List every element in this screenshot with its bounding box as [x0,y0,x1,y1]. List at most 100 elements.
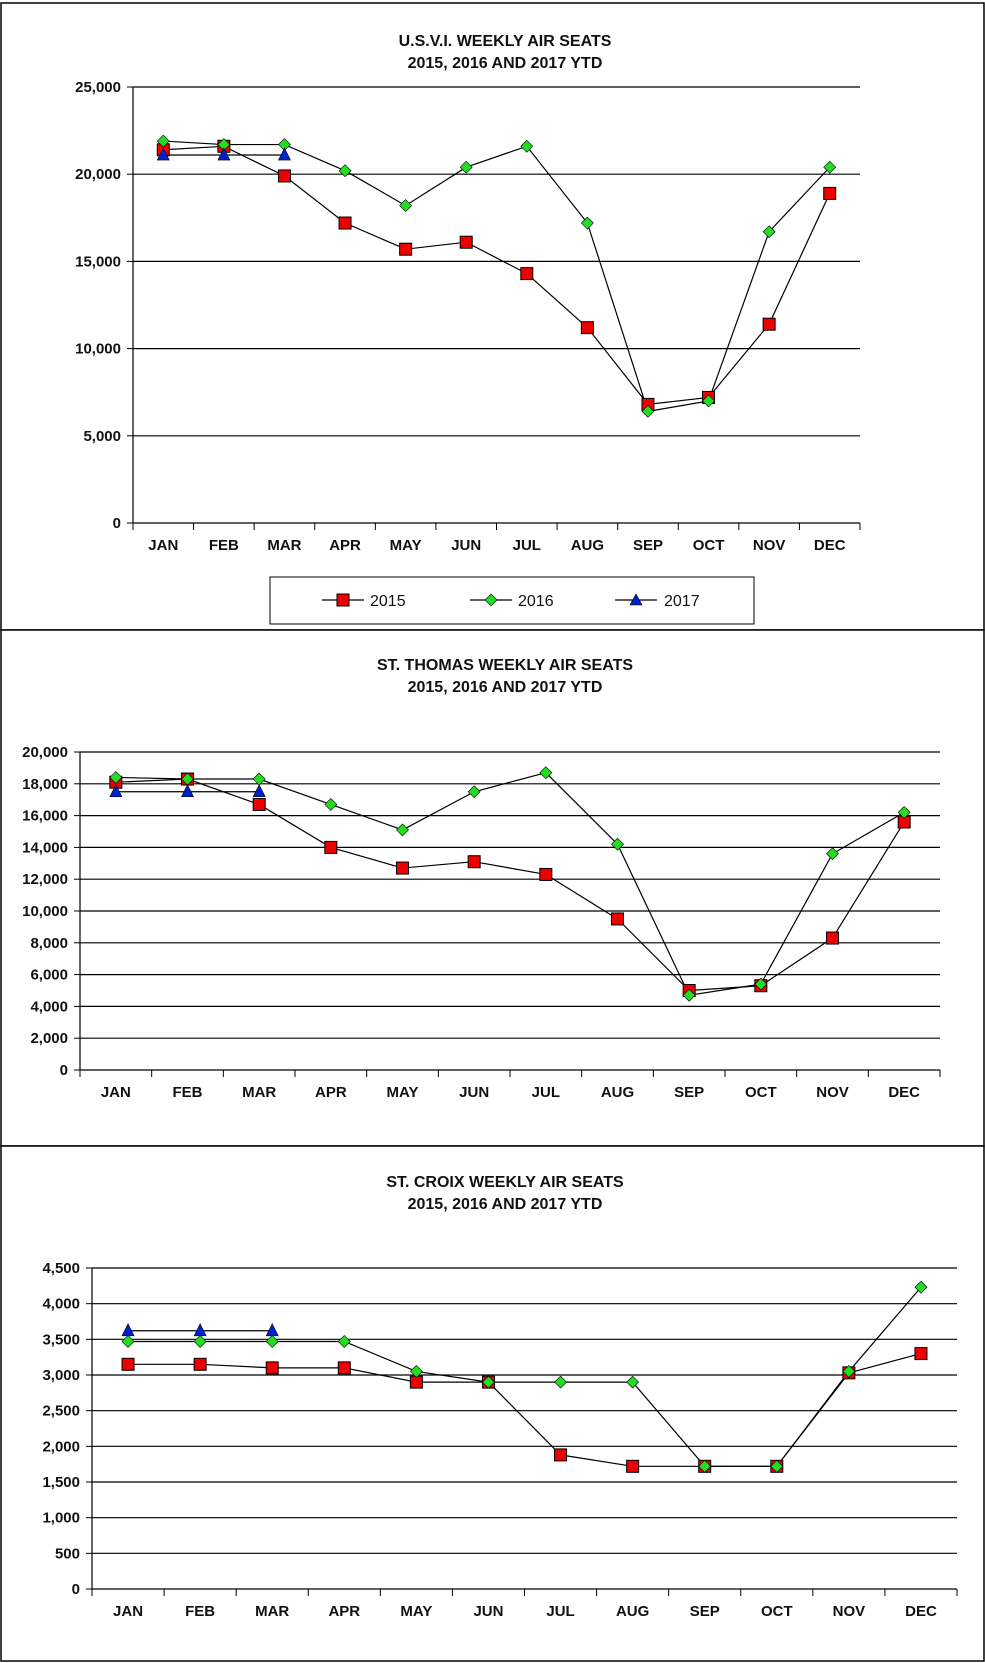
legend: 2015 2016 2017 [269,576,755,625]
point-2016-nov [842,1365,856,1378]
point-2016-oct [702,394,715,408]
point-2015-may [396,861,409,875]
point-2017-mar [265,1323,279,1337]
x-tick-label: JUL [513,537,541,554]
point-2015-nov [826,931,839,945]
chart-title-st-thomas: ST. THOMAS WEEKLY AIR SEATS [377,657,633,674]
series-line-2016-st-croix [128,1286,922,1467]
point-2016-jun [459,160,473,174]
point-2016-oct [754,977,768,991]
chart-subtitle-st-croix: 2015, 2016 AND 2017 YTD [408,1196,603,1213]
y-tick-label: 10,000 [22,903,68,920]
y-tick-label: 2,000 [30,1030,68,1047]
point-2015-apr [338,216,352,230]
legend-label-2015: 2015 [370,593,406,610]
point-2016-apr [338,164,352,178]
y-tick-label: 2,000 [42,1438,80,1455]
y-tick-label: 0 [72,1581,80,1598]
x-tick-label: SEP [633,537,663,554]
point-2016-dec [823,160,837,174]
chart-title-st-croix: ST. CROIX WEEKLY AIR SEATS [386,1174,624,1191]
point-2016-apr [324,798,338,811]
y-tick-label: 500 [55,1545,80,1562]
legend-marker-2016 [484,593,498,607]
x-tick-label: JAN [148,537,178,554]
x-tick-label: MAY [400,1603,432,1620]
point-2015-feb [193,1357,207,1371]
x-tick-label: DEC [814,537,846,554]
point-2017-feb [181,784,194,798]
legend-item-2016: 2016 [470,593,554,610]
x-tick-label: APR [315,1084,347,1101]
x-tick-label: JAN [113,1603,143,1620]
point-2017-mar [277,147,291,161]
x-tick-label: MAR [255,1603,289,1620]
point-2016-jun [467,785,481,799]
y-tick-label: 4,000 [42,1296,80,1313]
y-tick-label: 10,000 [75,341,121,358]
point-2015-mar [265,1361,279,1375]
legend-item-2017: 2017 [615,593,700,610]
y-tick-label: 0 [113,515,121,532]
x-tick-label: DEC [905,1603,937,1620]
point-2016-jul [520,139,534,153]
point-2015-jul [554,1448,568,1462]
point-2015-nov [762,317,776,331]
x-tick-label: NOV [816,1084,849,1101]
chart-subtitle-st-thomas: 2015, 2016 AND 2017 YTD [408,679,603,696]
point-2015-apr [324,840,338,854]
y-tick-label: 1,000 [42,1510,80,1527]
x-tick-label: AUG [616,1603,649,1620]
series-line-2015-st-thomas [115,778,905,992]
point-2015-jan [121,1357,135,1371]
x-tick-label: JUL [532,1084,560,1101]
point-2017-mar [252,784,266,798]
point-2017-jan [121,1323,135,1337]
y-tick-label: 18,000 [22,776,68,793]
point-2016-dec [914,1280,928,1294]
x-tick-label: SEP [690,1603,720,1620]
point-2015-may [409,1375,423,1389]
point-2016-jul [539,766,553,780]
plot-st-croix: 0 500 1,000 1,500 2,000 2,500 3,000 3,500 4,000 4… [42,1260,958,1620]
legend-label-2016: 2016 [518,593,554,610]
y-tick-label: 1,500 [42,1474,80,1491]
x-tick-label: MAR [242,1084,276,1101]
point-2016-may [396,823,409,837]
y-tick-label: 15,000 [75,253,121,270]
y-tick-label: 0 [60,1062,68,1079]
x-tick-label: MAY [390,537,422,554]
series-line-2016-st-thomas [115,772,905,996]
y-tick-label: 20,000 [22,744,68,761]
y-tick-label: 14,000 [22,839,68,856]
point-2017-feb [193,1323,207,1337]
point-2016-dec [897,805,911,819]
point-2016-apr [337,1335,351,1348]
y-tick-label: 8,000 [30,935,68,952]
x-tick-label: JUN [473,1603,503,1620]
point-2017-jan [156,147,170,161]
y-tick-label: 5,000 [83,428,121,445]
legend-marker-2017 [629,593,643,606]
point-2016-may [409,1365,423,1378]
x-tick-label: NOV [833,1603,866,1620]
point-2015-may [399,242,413,256]
y-tick-label: 4,500 [42,1260,80,1277]
x-tick-label: JUN [451,537,481,554]
x-tick-label: JAN [101,1084,131,1101]
point-2017-jan [109,784,123,798]
point-2015-mar [252,797,266,811]
point-2016-may [399,199,413,213]
panel-border-usvi [0,2,985,631]
chart-subtitle-usvi: 2015, 2016 AND 2017 YTD [408,55,603,72]
point-2016-oct [770,1459,784,1473]
point-2016-feb [193,1335,207,1348]
point-2016-sep [698,1459,712,1473]
x-tick-label: MAR [267,537,301,554]
legend-label-2017: 2017 [664,593,700,610]
point-2015-mar [277,169,291,183]
point-2016-sep [641,404,655,418]
panel-border-st-thomas [0,629,985,1147]
point-2015-aug [626,1459,640,1473]
